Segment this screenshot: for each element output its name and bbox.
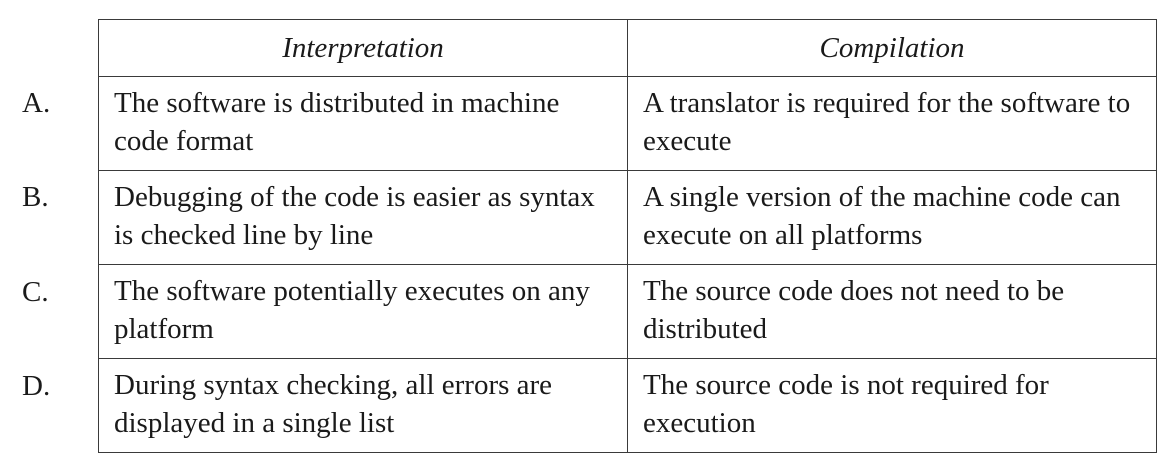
table-row: The software potentially executes on any… (98, 264, 1157, 359)
cell-compilation: A translator is required for the softwar… (627, 76, 1157, 171)
cell-text: A translator is required for the softwar… (643, 87, 1131, 157)
cell-compilation: The source code does not need to be dist… (627, 264, 1157, 359)
cell-text: The software is distributed in machine c… (114, 87, 560, 157)
cell-text: The source code is not required for exec… (643, 369, 1049, 439)
option-label-c: C. (22, 276, 49, 308)
cell-interpretation: During syntax checking, all errors are d… (98, 358, 628, 453)
cell-text: A single version of the machine code can… (643, 181, 1121, 251)
cell-interpretation: Debugging of the code is easier as synta… (98, 170, 628, 265)
header-compilation: Compilation (627, 19, 1157, 77)
header-interpretation: Interpretation (98, 19, 628, 77)
cell-interpretation: The software is distributed in machine c… (98, 76, 628, 171)
options-table: Interpretation Compilation The software … (98, 19, 1157, 453)
cell-compilation: A single version of the machine code can… (627, 170, 1157, 265)
cell-compilation: The source code is not required for exec… (627, 358, 1157, 453)
option-labels: A. B. C. D. (0, 0, 98, 474)
option-label-d: D. (22, 370, 51, 402)
option-label-a: A. (22, 87, 51, 119)
table-row: During syntax checking, all errors are d… (98, 358, 1157, 453)
cell-text: The source code does not need to be dist… (643, 275, 1065, 345)
cell-text: The software potentially executes on any… (114, 275, 590, 345)
cell-text: During syntax checking, all errors are d… (114, 369, 553, 439)
option-label-b: B. (22, 181, 49, 213)
table-row: Debugging of the code is easier as synta… (98, 170, 1157, 265)
cell-interpretation: The software potentially executes on any… (98, 264, 628, 359)
header-row: Interpretation Compilation (98, 19, 1157, 77)
table-row: The software is distributed in machine c… (98, 76, 1157, 171)
cell-text: Debugging of the code is easier as synta… (114, 181, 595, 251)
